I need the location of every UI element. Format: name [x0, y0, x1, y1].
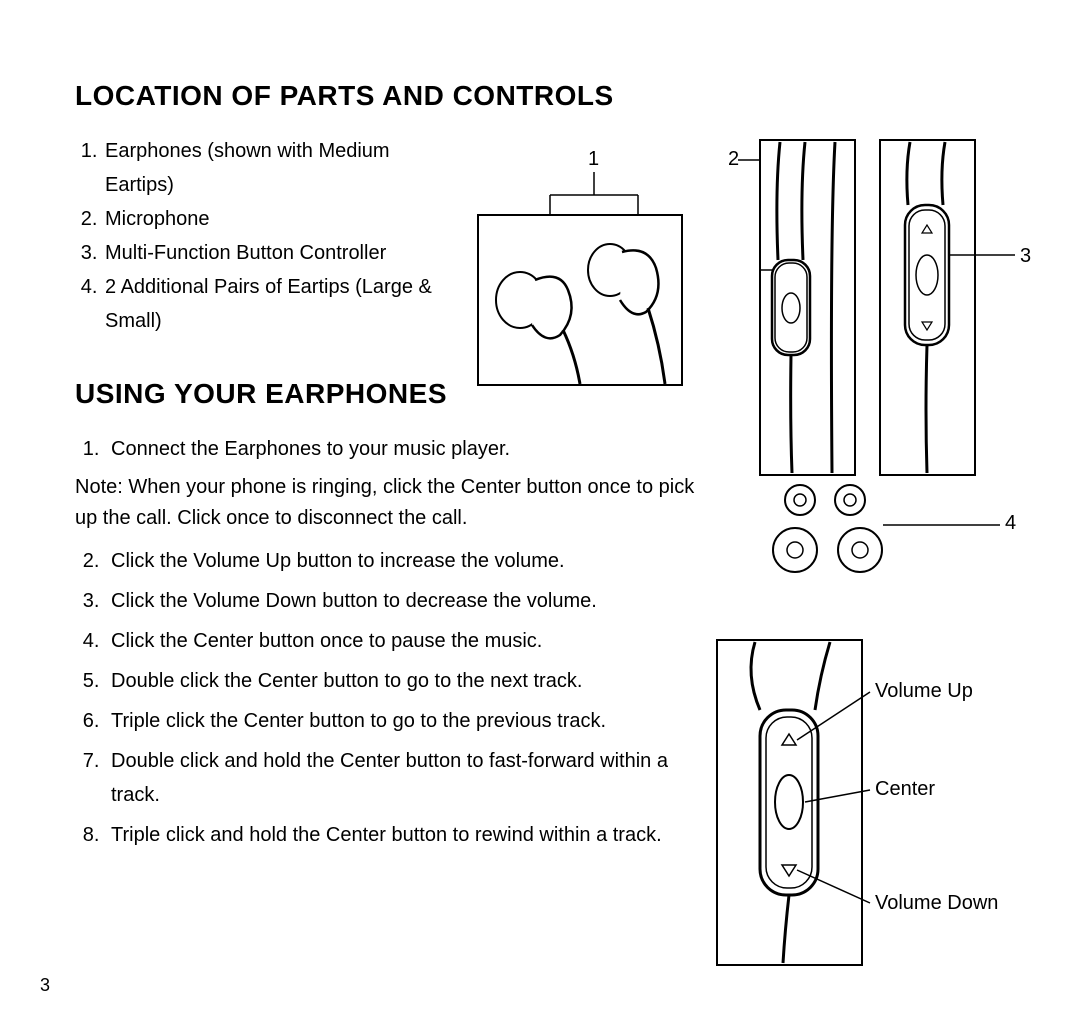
page-number: 3 [40, 975, 50, 996]
parts-item-4: 2 Additional Pairs of Eartips (Large & S… [103, 270, 455, 338]
label-volume-down: Volume Down [875, 890, 998, 916]
usage-step-5: Double click the Center button to go to … [105, 664, 695, 698]
usage-step-7: Double click and hold the Center button … [105, 744, 695, 812]
usage-step-1: Connect the Earphones to your music play… [105, 432, 695, 466]
usage-step-3: Click the Volume Down button to decrease… [105, 584, 695, 618]
usage-note: Note: When your phone is ringing, click … [75, 472, 695, 534]
diagram-earphones: 1 [460, 140, 700, 390]
parts-item-1: Earphones (shown with Medium Eartips) [103, 134, 455, 202]
parts-list: Earphones (shown with Medium Eartips) Mi… [75, 134, 455, 338]
usage-list-cont: Click the Volume Up button to increase t… [75, 544, 695, 852]
diagram-controller-labels: Volume Up Center Volume Down [715, 630, 1055, 980]
usage-step-6: Triple click the Center button to go to … [105, 704, 695, 738]
label-center: Center [875, 778, 935, 801]
callout-2: 2 [728, 148, 739, 171]
callout-3: 3 [1020, 245, 1031, 268]
label-volume-up: Volume Up [875, 680, 973, 703]
diagram-mic-controller: 2 3 [720, 130, 1050, 480]
usage-step-4: Click the Center button once to pause th… [105, 624, 695, 658]
callout-1: 1 [588, 148, 599, 171]
heading-parts: LOCATION OF PARTS AND CONTROLS [75, 80, 1025, 112]
usage-list: Connect the Earphones to your music play… [75, 432, 695, 466]
parts-item-3: Multi-Function Button Controller [103, 236, 455, 270]
diagram-eartips: 4 [765, 480, 1045, 580]
parts-item-2: Microphone [103, 202, 455, 236]
manual-page: LOCATION OF PARTS AND CONTROLS Earphones… [0, 0, 1080, 1026]
usage-step-8: Triple click and hold the Center button … [105, 818, 695, 852]
callout-4: 4 [1005, 512, 1016, 535]
usage-step-2: Click the Volume Up button to increase t… [105, 544, 695, 578]
